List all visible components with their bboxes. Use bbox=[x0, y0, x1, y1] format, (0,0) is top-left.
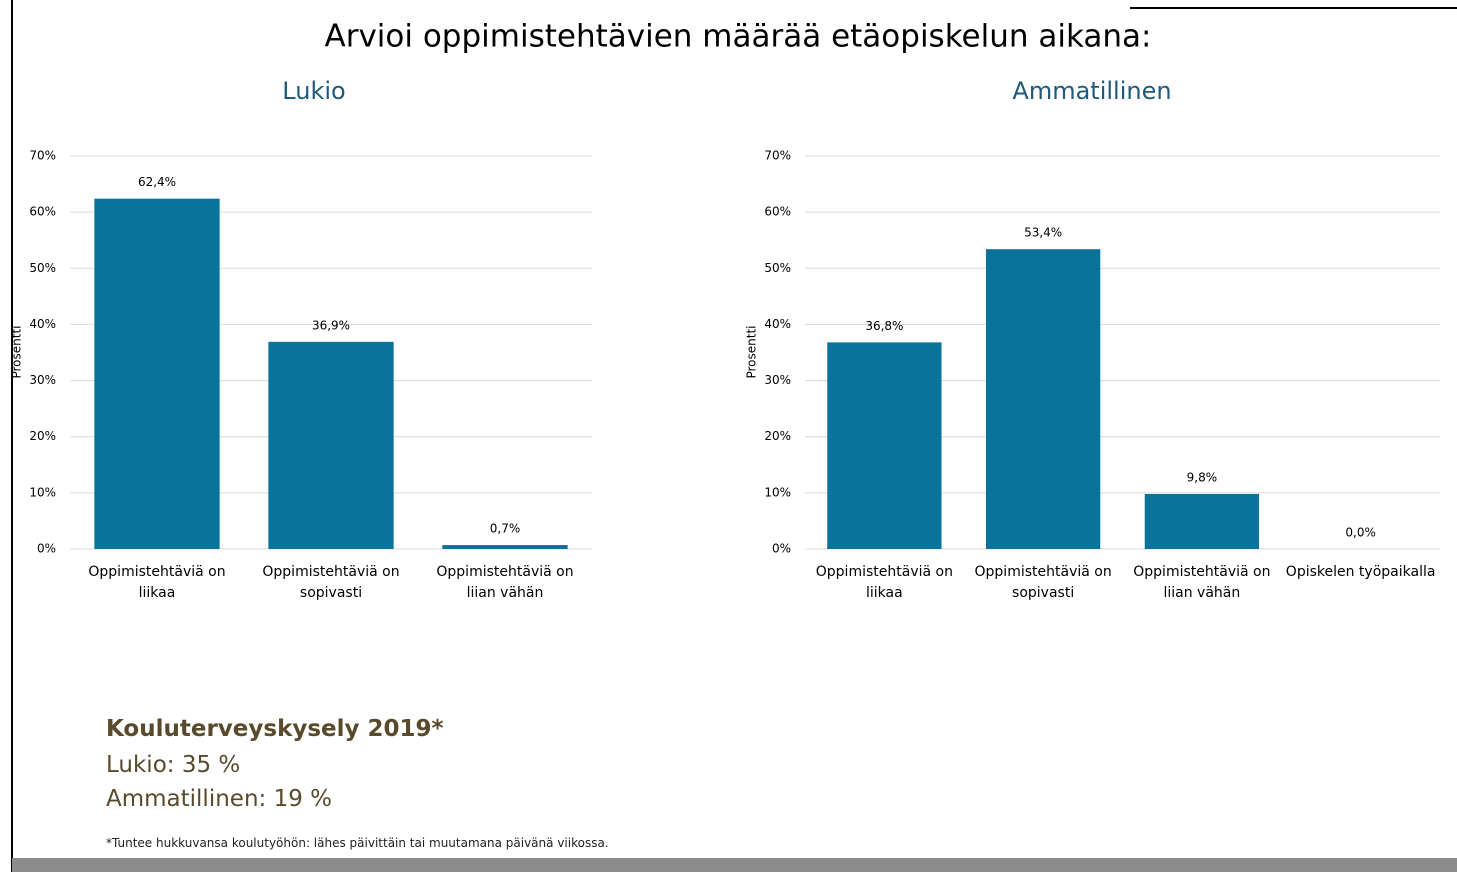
bar bbox=[985, 249, 1101, 549]
y-tick-label: 50% bbox=[764, 261, 791, 275]
y-tick-label: 0% bbox=[37, 542, 56, 556]
bar bbox=[268, 341, 394, 549]
notes-line: Lukio: 35 % bbox=[106, 752, 241, 778]
y-tick-label: 10% bbox=[764, 485, 791, 499]
y-tick-label: 10% bbox=[29, 485, 56, 499]
notes-heading: Kouluterveyskysely 2019* bbox=[106, 716, 444, 742]
y-tick-label: 0% bbox=[772, 542, 791, 556]
y-tick-label: 40% bbox=[29, 317, 56, 331]
data-label: 0,0% bbox=[1345, 526, 1376, 540]
x-tick-label: Oppimistehtäviä on liian vähän bbox=[1133, 564, 1271, 601]
y-tick-label: 20% bbox=[764, 429, 791, 443]
y-tick-label: 50% bbox=[29, 261, 56, 275]
data-label: 9,8% bbox=[1187, 470, 1218, 484]
x-tick-label: Oppimistehtäviä on liikaa bbox=[88, 564, 226, 601]
footer-band bbox=[12, 858, 1457, 872]
x-tick-label: Oppimistehtäviä on sopivasti bbox=[974, 564, 1112, 601]
y-tick-label: 60% bbox=[764, 205, 791, 219]
bar bbox=[827, 342, 942, 549]
bar bbox=[94, 198, 220, 549]
data-label: 62,4% bbox=[138, 175, 176, 189]
y-tick-label: 70% bbox=[29, 149, 56, 163]
data-label: 0,7% bbox=[490, 522, 521, 536]
chart-title: Ammatillinen bbox=[1012, 77, 1171, 105]
y-tick-label: 20% bbox=[29, 429, 56, 443]
y-tick-label: 40% bbox=[764, 317, 791, 331]
data-label: 53,4% bbox=[1024, 226, 1062, 240]
y-tick-label: 30% bbox=[29, 373, 56, 387]
x-tick-label: Oppimistehtäviä on sopivasti bbox=[262, 564, 400, 601]
data-label: 36,9% bbox=[312, 318, 350, 332]
y-tick-label: 70% bbox=[764, 149, 791, 163]
y-tick-label: 60% bbox=[29, 205, 56, 219]
bar bbox=[1144, 493, 1260, 549]
x-tick-label: Opiskelen työpaikalla bbox=[1285, 564, 1436, 580]
slide-title: Arvioi oppimistehtävien määrää etäopiske… bbox=[325, 19, 1152, 55]
footnote: *Tuntee hukkuvansa koulutyöhön: lähes pä… bbox=[106, 836, 609, 850]
data-label: 36,8% bbox=[865, 319, 903, 333]
bar bbox=[442, 545, 568, 549]
y-tick-label: 30% bbox=[764, 373, 791, 387]
y-axis-label: Prosentti bbox=[10, 325, 24, 378]
notes-line: Ammatillinen: 19 % bbox=[106, 786, 333, 812]
chart-title: Lukio bbox=[282, 77, 345, 105]
x-tick-label: Oppimistehtäviä on liian vähän bbox=[436, 564, 574, 601]
y-axis-label: Prosentti bbox=[745, 325, 759, 378]
x-tick-label: Oppimistehtäviä on liikaa bbox=[815, 564, 953, 601]
